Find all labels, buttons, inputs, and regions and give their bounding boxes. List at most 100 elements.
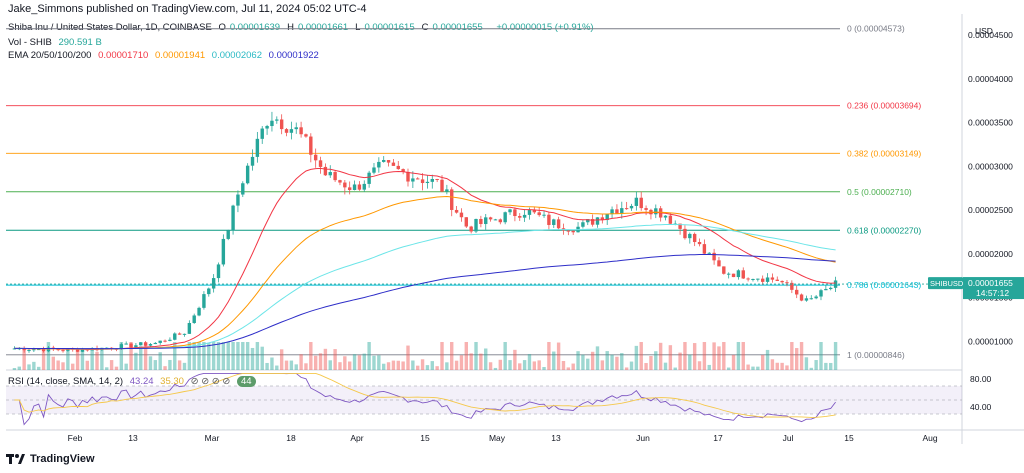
- candle-body: [275, 119, 279, 121]
- candle-body: [586, 219, 590, 223]
- x-tick-label: Aug: [922, 433, 937, 443]
- candle-body: [313, 154, 318, 161]
- ohlc-o: O 0.00001639: [218, 22, 281, 33]
- volume-bar: [488, 362, 493, 370]
- candle-body: [12, 348, 17, 350]
- fib-level-label: 0.618 (0.00002270): [847, 225, 921, 235]
- ohlc-values: O 0.00001639 H 0.00001661 L 0.00001615 C 0.0000…: [218, 22, 489, 33]
- fib-level-label: 0.236 (0.00003694): [847, 101, 921, 111]
- volume-bar: [678, 352, 682, 370]
- x-tick-label: 18: [286, 433, 296, 443]
- volume-bar: [688, 354, 692, 370]
- candle-body: [556, 219, 561, 229]
- candle-body: [824, 289, 828, 291]
- volume-bar: [639, 342, 643, 370]
- candle-body: [309, 136, 313, 155]
- candle-body: [668, 215, 673, 224]
- fib-level-label: 0.382 (0.00003149): [847, 148, 921, 158]
- candle-body: [338, 180, 342, 183]
- candle-body: [440, 179, 444, 192]
- ema20-line: [14, 167, 836, 351]
- volume-bar: [484, 348, 488, 370]
- symbol-legend[interactable]: Shiba Inu / United States Dollar, 1D, CO…: [8, 22, 598, 33]
- candle-body: [736, 270, 741, 278]
- volume-bar: [785, 365, 789, 370]
- candle-body: [498, 219, 503, 223]
- y-tick-label: 0.00004000: [968, 74, 1013, 84]
- ema-label: EMA 20/50/100/200: [8, 50, 92, 61]
- volume-bar: [139, 346, 143, 370]
- candle-body: [430, 178, 434, 182]
- symbol-tag: [928, 277, 963, 290]
- volume-bar: [644, 363, 648, 370]
- x-tick-label: May: [489, 433, 506, 443]
- candle-body: [231, 205, 235, 231]
- volume-bar: [416, 365, 420, 370]
- rsi-value: 43.24: [129, 376, 154, 387]
- candle-body: [484, 217, 488, 225]
- ema-legend[interactable]: EMA 20/50/100/200 0.00001710 0.00001941 …: [8, 50, 323, 61]
- volume-bar: [746, 364, 750, 370]
- volume-bar: [668, 345, 673, 370]
- volume-bar: [770, 359, 775, 370]
- volume-label: Vol - SHIB: [8, 37, 52, 48]
- volume-bar: [600, 360, 605, 370]
- publisher-line: Jake_Simmons published on TradingView.co…: [8, 3, 367, 15]
- ema20-value: 0.00001710: [98, 50, 149, 61]
- candle-body: [381, 160, 386, 162]
- price-tag-value: 0.00001655: [968, 278, 1013, 288]
- candle-body: [372, 167, 376, 173]
- volume-bar: [270, 357, 274, 370]
- candle-body: [814, 296, 818, 299]
- volume-bar: [629, 361, 634, 370]
- currency-label: USD: [975, 26, 993, 36]
- candle-body: [367, 172, 371, 184]
- volume-bar: [391, 360, 396, 370]
- volume-bar: [245, 342, 250, 370]
- candle-body: [236, 194, 240, 206]
- candle-body: [809, 298, 813, 300]
- candle-body: [654, 208, 658, 215]
- candle-body: [32, 349, 36, 351]
- volume-bar: [503, 342, 507, 370]
- candles-group: [12, 111, 838, 353]
- candle-body: [250, 156, 255, 166]
- ohlc-h: H 0.00001661: [287, 22, 349, 33]
- fib-level-label: 0.5 (0.00002710): [847, 187, 912, 197]
- price-tag: [963, 277, 1024, 300]
- tradingview-logo-icon: [6, 454, 25, 464]
- volume-bar: [163, 366, 167, 370]
- volume-bar: [819, 342, 823, 370]
- volume-bar: [362, 353, 366, 370]
- candle-body: [197, 307, 201, 316]
- candle-body: [493, 219, 498, 221]
- volume-value: 290.591 B: [58, 37, 102, 48]
- candle-body: [134, 345, 138, 348]
- candle-body: [571, 230, 575, 233]
- candle-body: [634, 197, 639, 206]
- candle-body: [357, 184, 362, 190]
- volume-bar: [100, 350, 104, 370]
- candle-body: [216, 264, 221, 279]
- candle-body: [202, 294, 206, 308]
- candle-body: [391, 162, 396, 166]
- rsi-eye-icons[interactable]: ⊘ ⊘ ⊘ ⊘: [190, 376, 231, 387]
- volume-bar: [71, 363, 75, 370]
- rsi-tick-label: 40.00: [970, 402, 992, 412]
- volume-bar: [241, 342, 245, 370]
- candle-body: [173, 333, 177, 340]
- volume-bar: [722, 342, 726, 370]
- volume-bar: [51, 356, 56, 370]
- footer-brand[interactable]: TradingView: [6, 453, 95, 465]
- volume-bar: [508, 360, 512, 370]
- volume-bar: [148, 356, 153, 370]
- volume-legend[interactable]: Vol - SHIB 290.591 B: [8, 37, 106, 48]
- candle-body: [352, 184, 357, 190]
- candle-body: [610, 209, 614, 215]
- rsi-tick-label: 80.00: [970, 374, 992, 384]
- candle-body: [56, 349, 60, 351]
- rsi-legend[interactable]: RSI (14, close, SMA, 14, 2) 43.24 35.30 …: [8, 376, 260, 387]
- y-tick-label: 0.00002000: [968, 249, 1013, 259]
- volume-bar: [469, 353, 473, 370]
